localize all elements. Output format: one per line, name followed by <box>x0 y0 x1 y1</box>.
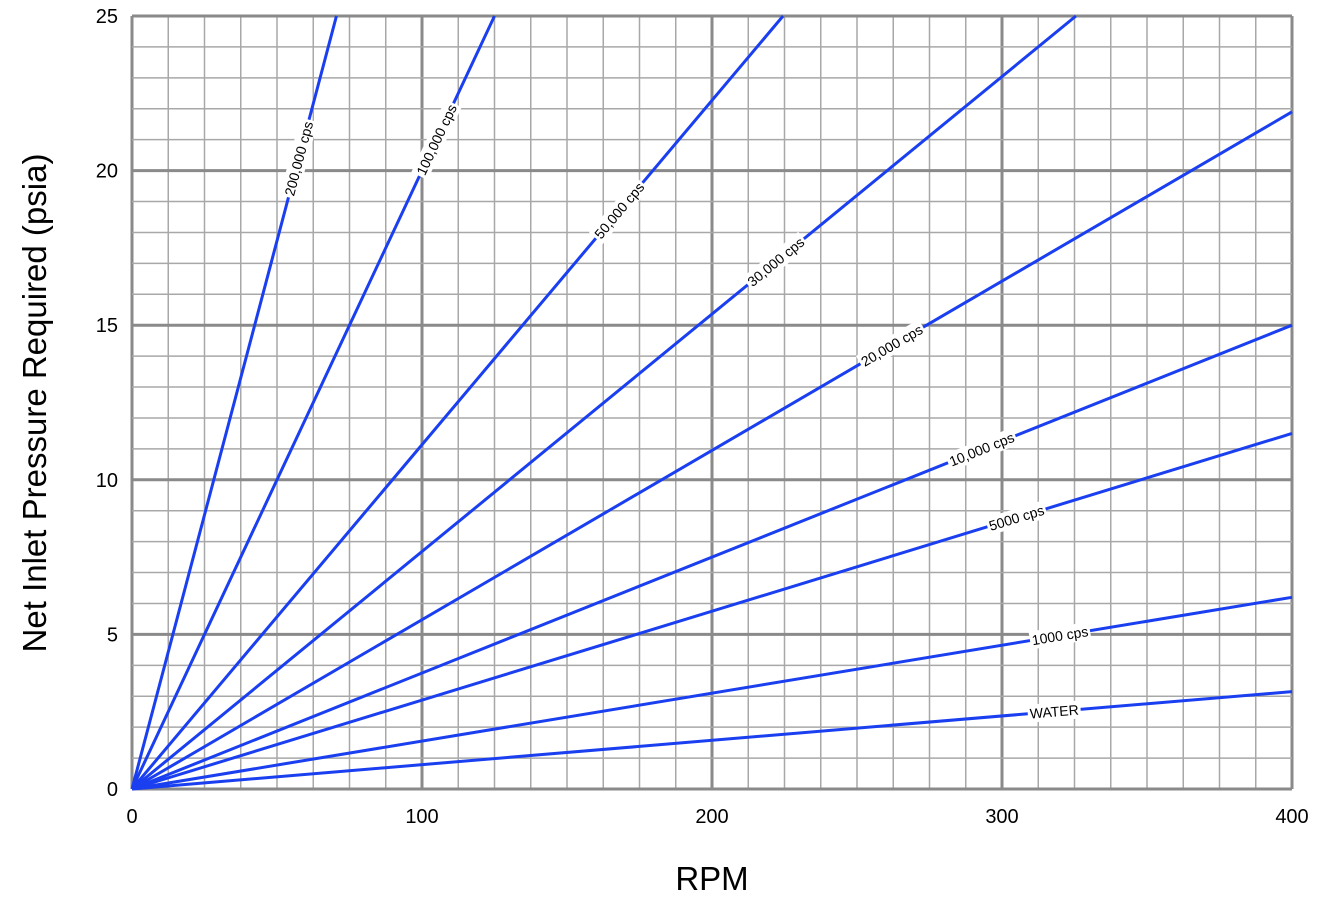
curve-label: 5000 cps <box>987 502 1046 534</box>
x-tick-label: 400 <box>1275 806 1308 828</box>
curve-label-background <box>742 231 810 292</box>
curve-label-group: 20,000 cps <box>855 319 928 372</box>
curve-label: 200,000 cps <box>281 120 316 198</box>
curve-label: 20,000 cps <box>858 321 925 369</box>
series-line <box>131 690 1293 791</box>
y-axis-label: Net Inlet Pressure Required (psia) <box>16 154 53 653</box>
series-line <box>131 14 1077 791</box>
curve-label-background <box>855 319 928 372</box>
curve-label-background <box>279 117 318 200</box>
curve-label-background <box>1027 700 1082 723</box>
series-line <box>130 15 785 790</box>
y-axis-ticks: 0 5 10 15 20 25 <box>96 6 118 801</box>
y-tick-label: 25 <box>96 6 118 28</box>
x-tick-label: 300 <box>985 806 1018 828</box>
curve-label-background <box>411 99 462 180</box>
curve-label: 30,000 cps <box>744 234 807 290</box>
y-tick-label: 20 <box>96 161 118 183</box>
x-tick-label: 100 <box>405 806 438 828</box>
series-line <box>131 595 1293 791</box>
series-line <box>131 323 1293 791</box>
x-tick-label: 0 <box>126 806 137 828</box>
y-tick-label: 10 <box>96 470 118 492</box>
curve-label-background <box>944 427 1019 472</box>
y-tick-label: 0 <box>107 779 118 801</box>
curve-label-background <box>588 177 650 245</box>
grid <box>130 14 1294 791</box>
x-axis-ticks: 0 100 200 300 400 <box>126 806 1308 828</box>
series-line <box>131 110 1293 791</box>
curve-label-background <box>984 500 1049 536</box>
curve-label-background <box>1028 621 1092 650</box>
x-axis-label: RPM <box>675 860 748 897</box>
curve-label-group: WATER <box>1027 700 1082 723</box>
curve-label: WATER <box>1029 702 1079 722</box>
series-line <box>131 431 1293 791</box>
y-tick-label: 15 <box>96 315 118 337</box>
y-tick-label: 5 <box>107 624 118 646</box>
curve-label-group: 50,000 cps <box>588 177 650 245</box>
curve-label-group: 30,000 cps <box>742 231 810 292</box>
x-tick-label: 200 <box>695 806 728 828</box>
curve-label-group: 200,000 cps <box>279 117 318 200</box>
